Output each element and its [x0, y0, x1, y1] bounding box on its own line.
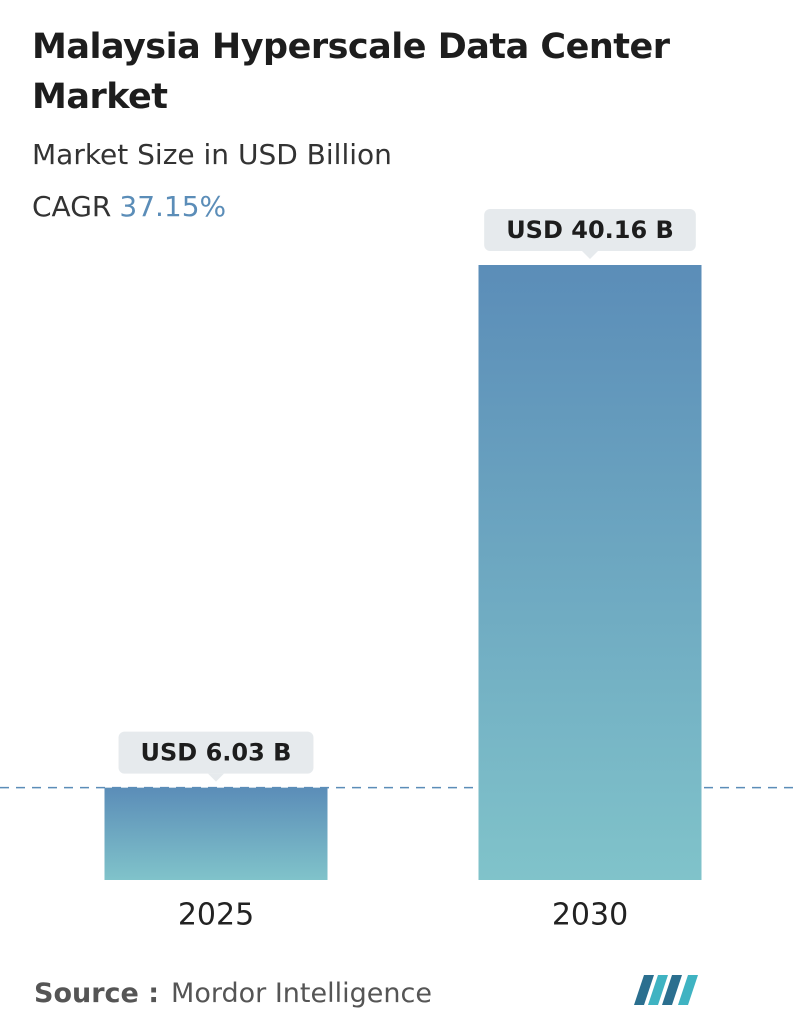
value-label-text: USD 6.03 B: [141, 739, 292, 767]
cagr-value: 37.15%: [119, 190, 227, 223]
source: Source : Mordor Intelligence: [34, 978, 432, 1009]
value-label-pointer: [582, 251, 598, 259]
value-label-box: [118, 731, 314, 774]
cagr: CAGR 37.15%: [32, 190, 226, 223]
chart-subtitle: Market Size in USD Billion: [32, 138, 392, 171]
x-tick-label: 2025: [178, 898, 254, 933]
value-label: USD 40.16 B: [484, 209, 696, 259]
bar: [478, 265, 702, 880]
x-tick-label: 2030: [552, 898, 628, 933]
value-label-box: [484, 209, 696, 251]
chart-title: Malaysia Hyperscale Data Center Market: [32, 27, 670, 117]
value-label: USD 6.03 B: [118, 731, 314, 782]
logo: [634, 975, 698, 1005]
bar: [104, 787, 328, 880]
cagr-label: CAGR: [32, 190, 112, 223]
source-name: Mordor Intelligence: [171, 978, 432, 1009]
value-label-text: USD 40.16 B: [506, 216, 674, 244]
source-label: Source :: [34, 978, 160, 1009]
value-label-pointer: [208, 773, 224, 782]
